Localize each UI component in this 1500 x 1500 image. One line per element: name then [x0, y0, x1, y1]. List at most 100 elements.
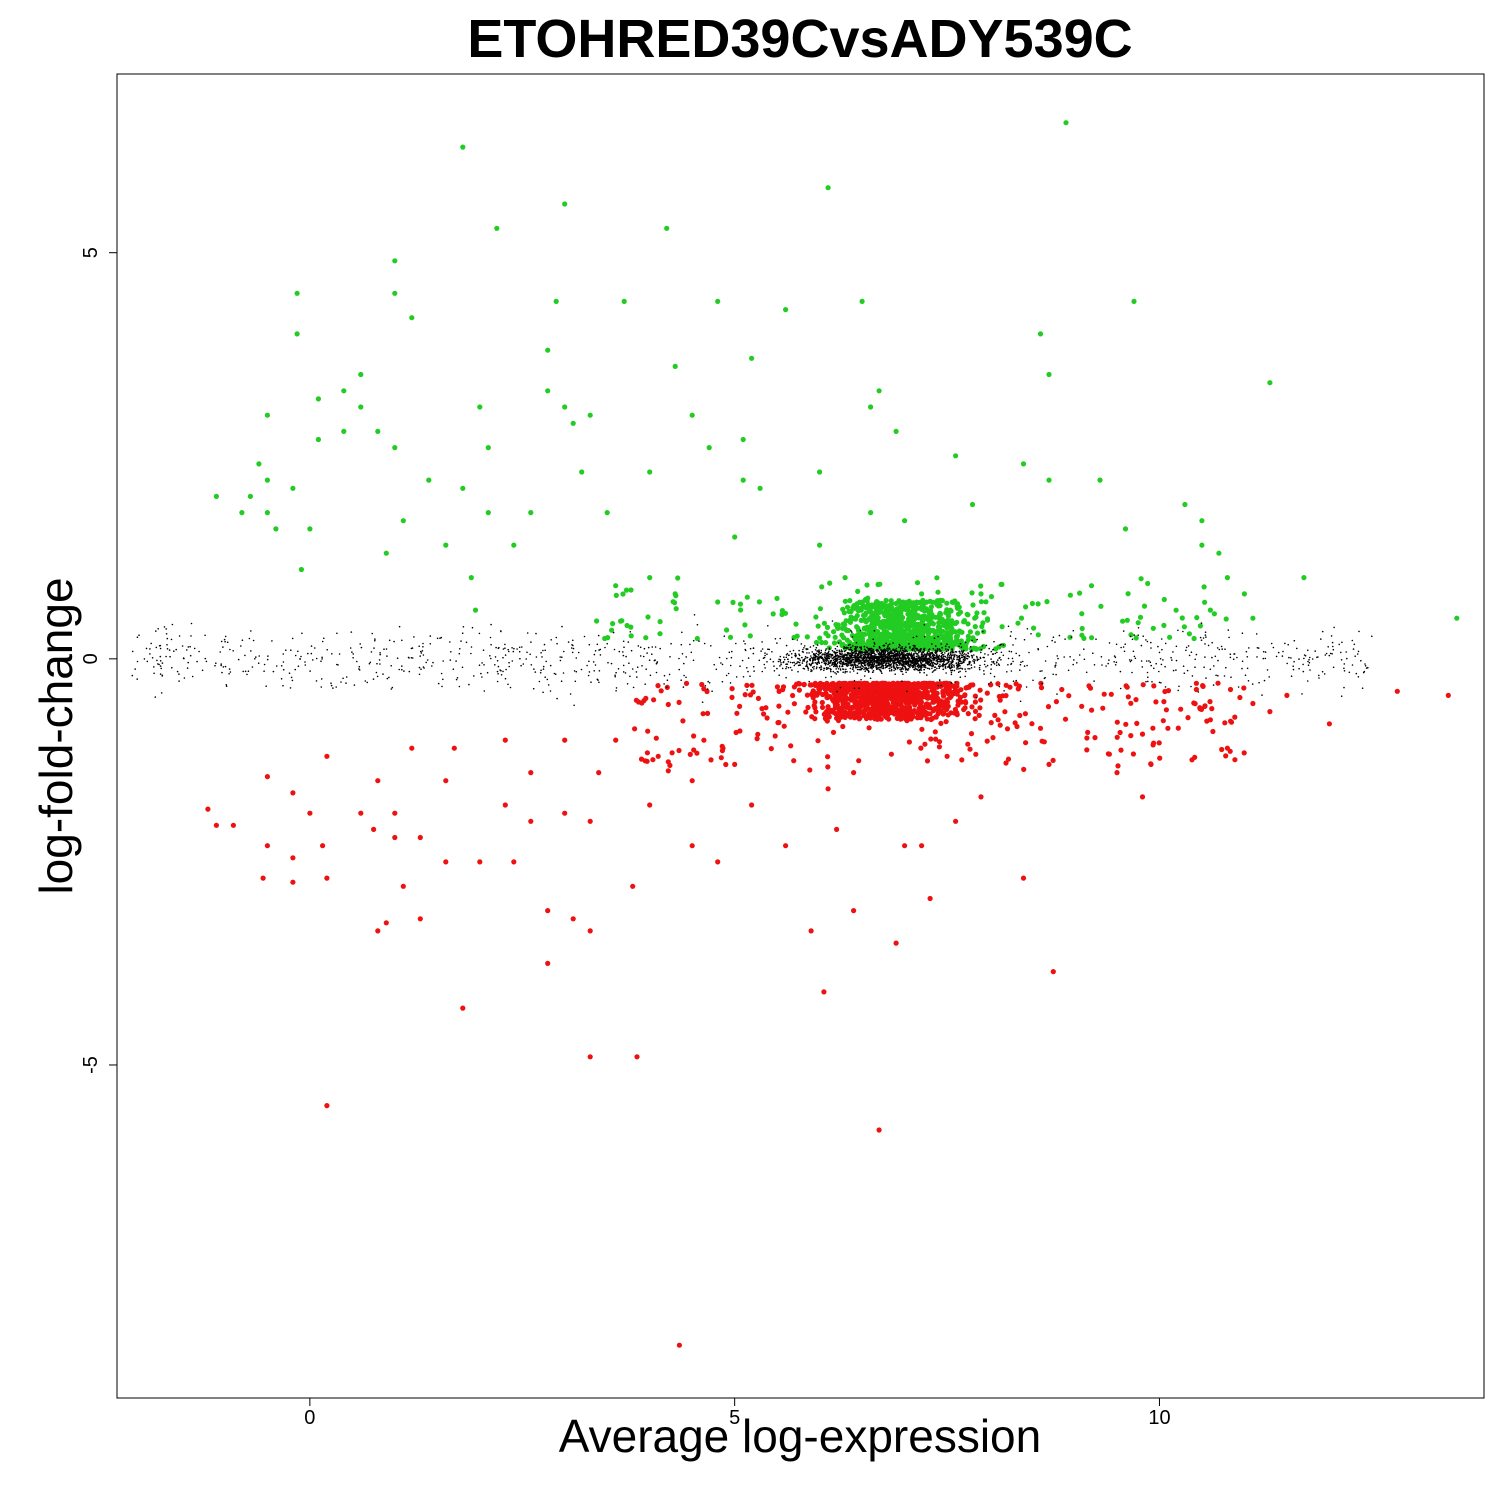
down-point	[954, 683, 960, 689]
ns-point	[156, 659, 158, 662]
ns-point	[869, 661, 871, 663]
ns-point	[902, 664, 905, 666]
ns-point	[739, 665, 741, 667]
ns-point	[1364, 665, 1367, 667]
down-point	[780, 687, 786, 693]
ns-point	[1204, 634, 1207, 636]
ns-point	[949, 651, 952, 653]
down-point	[790, 692, 796, 699]
ns-point	[986, 664, 989, 667]
ns-point	[936, 647, 939, 650]
ns-point	[1327, 646, 1329, 648]
ns-point	[1301, 693, 1303, 695]
ns-point	[973, 662, 976, 664]
ns-point	[1217, 674, 1219, 677]
down-point	[1219, 746, 1225, 753]
up-point	[834, 624, 841, 631]
ns-point	[842, 668, 845, 671]
ns-point	[940, 655, 942, 658]
ns-point	[636, 666, 639, 668]
down-point	[810, 695, 816, 701]
ns-point	[1164, 665, 1166, 668]
ns-point	[968, 662, 970, 664]
ns-point	[882, 655, 885, 658]
down-point	[1232, 757, 1238, 763]
ns-point	[934, 645, 937, 647]
ns-point	[340, 681, 342, 683]
ns-point	[945, 648, 947, 650]
up-point	[609, 627, 615, 633]
up-point	[1173, 607, 1179, 613]
ns-point	[915, 659, 918, 661]
ns-point	[967, 652, 969, 654]
ns-point	[542, 691, 544, 694]
ns-point	[914, 659, 917, 662]
ns-point	[368, 662, 371, 665]
ns-point	[942, 654, 945, 656]
ns-point	[978, 666, 981, 669]
ns-point	[559, 659, 562, 662]
up-point	[1194, 615, 1200, 621]
ns-point	[786, 663, 788, 665]
ns-point	[939, 663, 941, 666]
ns-point	[855, 661, 858, 663]
ns-point	[481, 676, 483, 678]
ns-point	[878, 661, 881, 664]
ns-point	[950, 653, 952, 655]
ns-point	[189, 654, 192, 657]
up-point	[883, 639, 889, 646]
ns-point	[889, 670, 891, 672]
up-point	[965, 612, 971, 618]
ns-point	[919, 666, 921, 668]
down-point	[804, 692, 811, 698]
ns-point	[886, 657, 888, 660]
ns-point	[810, 655, 812, 657]
ns-point	[944, 652, 946, 654]
ns-point	[1200, 639, 1203, 641]
ns-point	[1018, 654, 1021, 657]
up-point	[923, 607, 930, 614]
ns-point	[1314, 650, 1316, 652]
up-point	[874, 599, 880, 605]
ns-point	[791, 656, 793, 659]
up-point	[907, 629, 913, 636]
ns-point	[803, 660, 806, 662]
down-point	[1038, 680, 1044, 686]
ns-point	[834, 661, 836, 664]
ns-point	[653, 659, 656, 662]
up-point	[907, 603, 913, 609]
up-point	[866, 627, 872, 634]
down-point	[1059, 686, 1065, 693]
down-point	[932, 729, 938, 735]
ns-point	[923, 653, 926, 656]
down-point	[837, 694, 844, 700]
ns-point	[1287, 643, 1289, 646]
up-point	[657, 619, 663, 625]
ns-point	[1150, 647, 1152, 649]
ns-point	[785, 654, 788, 656]
down-point	[984, 738, 990, 744]
ns-point	[678, 668, 680, 671]
ns-point	[803, 647, 805, 649]
ns-point	[520, 664, 522, 667]
ns-point	[948, 657, 951, 659]
ns-point	[1261, 694, 1263, 696]
ns-point	[889, 657, 891, 659]
ns-point	[421, 650, 424, 652]
down-point	[852, 704, 858, 710]
ns-point	[879, 666, 881, 669]
ns-point	[767, 648, 769, 650]
ns-point	[872, 650, 875, 652]
ns-point	[1204, 631, 1207, 633]
ns-point	[610, 662, 613, 665]
ns-point	[379, 652, 381, 654]
ns-point	[1008, 650, 1011, 653]
ns-point	[918, 657, 921, 659]
down-point	[830, 687, 836, 693]
ns-point	[561, 625, 563, 628]
down-point	[796, 687, 803, 693]
ns-point	[263, 663, 266, 666]
ns-point	[902, 661, 905, 663]
up-point	[906, 626, 912, 632]
ns-point	[914, 650, 916, 653]
